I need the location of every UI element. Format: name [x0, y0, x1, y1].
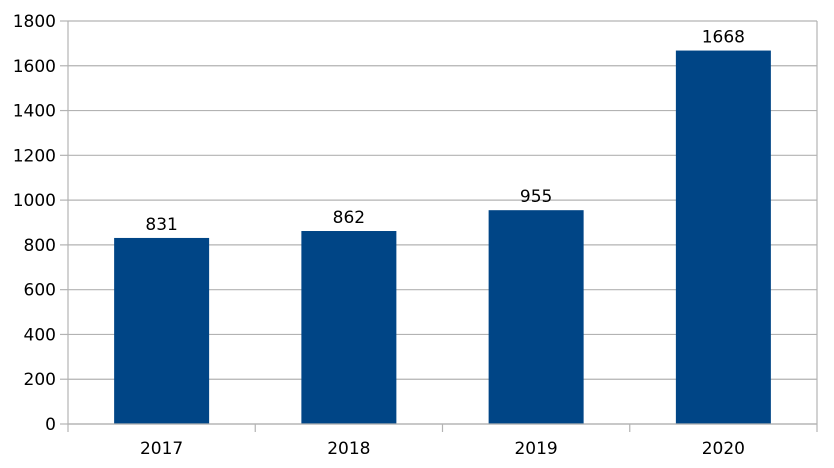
bar-value-label-2019: 955 [520, 187, 552, 207]
y-axis-label-0: 0 [45, 415, 56, 435]
y-axis-label-200: 200 [24, 370, 56, 390]
y-axis-label-1600: 1600 [13, 57, 56, 77]
x-axis-label-2018: 2018 [327, 439, 370, 459]
bar-2017 [114, 237, 210, 424]
x-axis-label-2017: 2017 [140, 439, 183, 459]
y-axis-label-600: 600 [24, 281, 56, 301]
bar-2019 [488, 210, 584, 424]
y-axis-label-800: 800 [24, 236, 56, 256]
y-axis-label-400: 400 [24, 325, 56, 345]
bar-value-label-2018: 862 [333, 208, 365, 228]
bar-2018 [301, 231, 397, 424]
x-axis-label-2019: 2019 [514, 439, 557, 459]
bar-value-label-2017: 831 [145, 215, 177, 235]
bar-value-label-2020: 1668 [702, 28, 745, 48]
bar-2020 [675, 50, 771, 424]
x-axis-label-2020: 2020 [702, 439, 745, 459]
y-axis-label-1800: 1800 [13, 12, 56, 32]
y-axis-label-1400: 1400 [13, 102, 56, 122]
y-axis-label-1200: 1200 [13, 146, 56, 166]
y-axis-label-1000: 1000 [13, 191, 56, 211]
